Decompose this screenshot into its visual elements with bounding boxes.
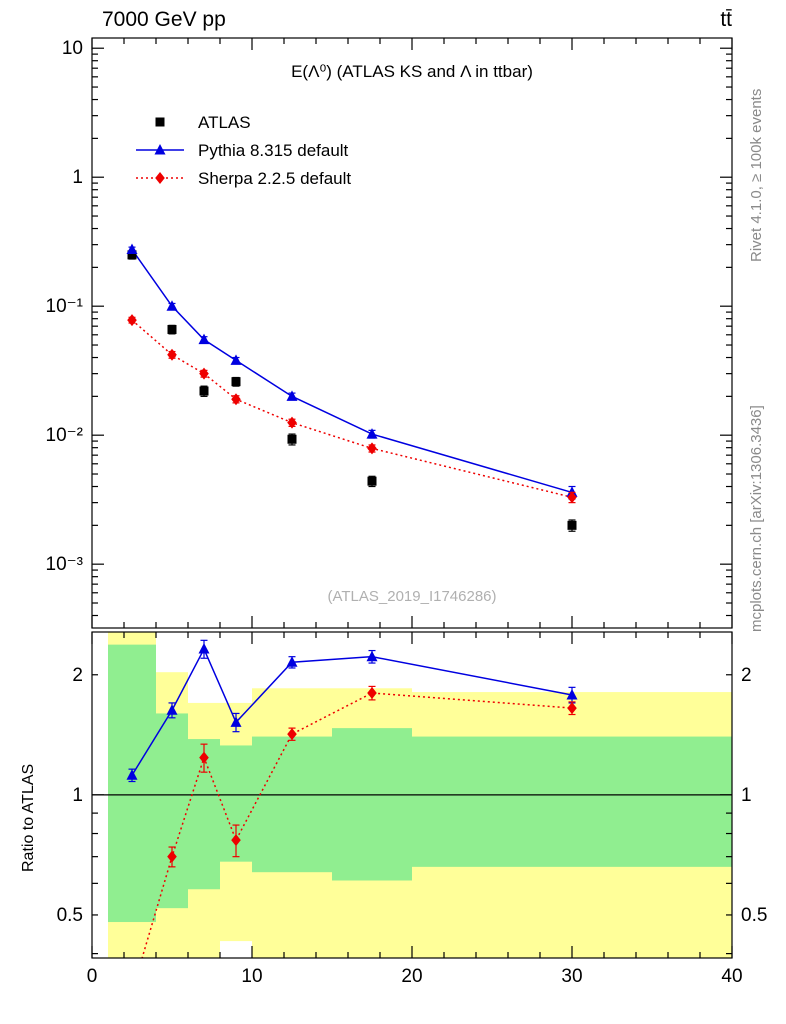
triangle-marker xyxy=(286,390,298,401)
process-title: tt̄ xyxy=(720,8,732,31)
triangle-marker xyxy=(198,643,210,654)
legend-label: Sherpa 2.2.5 default xyxy=(198,169,351,188)
ratio-panel-content xyxy=(126,639,578,998)
diamond-marker xyxy=(287,728,297,741)
square-marker xyxy=(199,386,209,396)
legend-label: ATLAS xyxy=(198,113,251,132)
green-band xyxy=(412,736,732,867)
triangle-marker xyxy=(166,704,178,715)
square-marker xyxy=(231,377,241,387)
x-tick-label: 20 xyxy=(401,966,422,987)
triangle-marker xyxy=(230,354,242,365)
y-tick-label: 1 xyxy=(741,785,752,806)
square-marker xyxy=(367,476,377,486)
square-marker xyxy=(287,434,297,444)
y-tick-label: 10⁻³ xyxy=(46,554,84,575)
ratio-uncertainty-bands xyxy=(92,632,732,958)
diamond-marker xyxy=(567,702,577,715)
beam-energy-title: 7000 GeV pp xyxy=(102,8,226,31)
main-panel-content xyxy=(126,243,578,532)
triangle-marker xyxy=(198,333,210,345)
square-marker xyxy=(127,250,137,260)
analysis-watermark: (ATLAS_2019_I1746286) xyxy=(327,588,497,605)
series-line xyxy=(131,319,573,499)
mcplots-source-label: mcplots.cern.ch [arXiv:1306.3436] xyxy=(748,405,765,632)
triangle-marker xyxy=(566,688,578,700)
diamond-marker xyxy=(231,834,241,847)
diamond-marker xyxy=(167,850,177,863)
diamond-marker xyxy=(367,442,377,455)
green-band xyxy=(252,736,332,873)
green-band xyxy=(108,644,156,923)
y-tick-label: 1 xyxy=(72,785,83,806)
main-frame xyxy=(91,37,733,629)
diamond-marker xyxy=(127,314,137,327)
series-line xyxy=(131,249,573,494)
y-tick-label: 10 xyxy=(62,38,83,59)
triangle-marker xyxy=(126,769,138,780)
diamond-marker xyxy=(199,751,209,764)
diamond-marker xyxy=(231,393,241,406)
diamond-marker xyxy=(567,491,577,504)
ratio-axis-label: Ratio to ATLAS xyxy=(20,763,37,872)
triangle-marker xyxy=(230,716,242,727)
x-tick-label: 10 xyxy=(241,966,262,987)
diamond-marker xyxy=(367,687,377,700)
y-tick-label: 10⁻¹ xyxy=(46,296,84,317)
green-band xyxy=(332,728,412,881)
triangle-marker xyxy=(126,243,138,255)
legend-label: Pythia 8.315 default xyxy=(198,141,349,160)
triangle-marker xyxy=(366,650,378,662)
triangle-marker xyxy=(286,656,298,667)
square-marker xyxy=(167,324,177,334)
observable-title: E(Λ⁰) (ATLAS KS and Λ in ttbar) xyxy=(291,62,533,81)
x-tick-label: 30 xyxy=(561,966,582,987)
x-tick-label: 0 xyxy=(87,966,98,987)
y-tick-label: 2 xyxy=(741,665,752,686)
triangle-marker xyxy=(366,428,378,439)
diamond-marker xyxy=(287,416,297,429)
y-tick-label: 0.5 xyxy=(57,905,83,926)
square-marker xyxy=(567,520,577,530)
y-tick-label: 2 xyxy=(72,665,83,686)
triangle-marker xyxy=(154,144,166,155)
diamond-marker xyxy=(127,986,137,998)
y-tick-label: 10⁻² xyxy=(46,425,84,446)
diamond-marker xyxy=(155,172,165,184)
rivet-version-label: Rivet 4.1.0, ≥ 100k events xyxy=(748,88,765,262)
y-tick-label: 0.5 xyxy=(741,905,767,926)
diamond-marker xyxy=(167,348,177,361)
y-tick-label: 1 xyxy=(72,167,83,188)
x-tick-label: 40 xyxy=(721,966,742,987)
square-marker xyxy=(155,117,165,127)
diamond-marker xyxy=(199,367,209,380)
green-band xyxy=(156,713,188,909)
triangle-marker xyxy=(166,300,178,311)
